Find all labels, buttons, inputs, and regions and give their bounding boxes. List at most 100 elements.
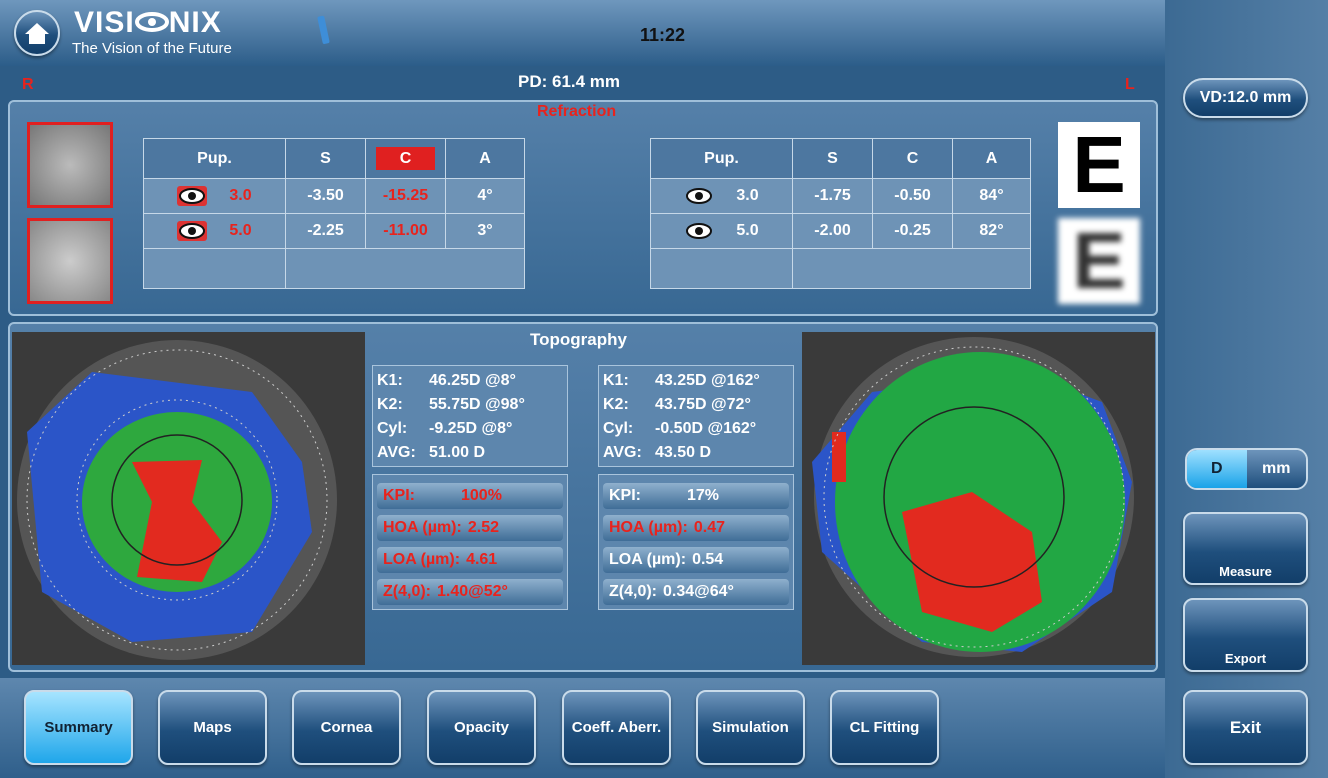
empty-row xyxy=(650,248,1031,289)
keratometry-line: Cyl: -9.25D @8° xyxy=(377,417,563,441)
refraction-value: 3° xyxy=(477,222,493,239)
index-line: LOA (µm): 4.61 xyxy=(377,547,563,573)
right-eye-label: R xyxy=(22,76,34,93)
retro-image xyxy=(27,218,113,304)
refraction-row: 3.0 -3.50 -15.25 4° xyxy=(143,178,525,214)
unit-option[interactable]: D xyxy=(1187,450,1247,488)
column-header: C xyxy=(872,138,953,179)
index-value: 2.52 xyxy=(467,519,499,536)
refraction-cell: -15.25 xyxy=(365,178,446,214)
home-button[interactable] xyxy=(14,10,60,56)
index-line: KPI: 17% xyxy=(603,483,789,509)
index-value: 1.40@52° xyxy=(437,583,508,600)
keratometry-value: 51.00 D xyxy=(429,444,486,461)
keratometry-value: -9.25D @8° xyxy=(429,420,513,437)
keratometry-value: 43.75D @72° xyxy=(655,396,751,413)
index-label: Z(4,0): xyxy=(383,583,431,600)
header-row: Pup. S C A xyxy=(143,138,525,179)
unit-option[interactable]: mm xyxy=(1246,450,1306,488)
keratometry-label: K2: xyxy=(377,396,403,413)
header-text: S xyxy=(320,149,331,167)
header-text: Pup. xyxy=(704,149,739,167)
tab-button[interactable]: Coeff. Aberr. xyxy=(562,690,671,765)
tab-button[interactable]: Maps xyxy=(158,690,267,765)
refraction-cell: 4° xyxy=(445,178,525,214)
export-button[interactable]: Export xyxy=(1183,598,1308,672)
refraction-cell: 82° xyxy=(952,213,1031,249)
eye-icon xyxy=(177,186,208,206)
index-line: HOA (µm): 0.47 xyxy=(603,515,789,541)
brand-symbol xyxy=(134,12,169,32)
keratometry-value: 46.25D @8° xyxy=(429,372,516,389)
right-topography-map xyxy=(12,332,365,665)
optotype: E xyxy=(1058,218,1140,304)
empty-row xyxy=(143,248,525,289)
keratometry-value: 43.25D @162° xyxy=(655,372,760,389)
keratometry-label: AVG: xyxy=(603,444,642,461)
header-text: C xyxy=(375,146,436,170)
refraction-cell: -3.50 xyxy=(285,178,366,214)
indices-box: KPI: 100% HOA (µm): 2.52 LOA (µm): 4.61 Z(4,0)… xyxy=(372,474,568,610)
tab-button[interactable]: Simulation xyxy=(696,690,805,765)
brand-text: NIX xyxy=(168,6,222,39)
tab-button[interactable]: Cornea xyxy=(292,690,401,765)
keratometry-line: K1: 46.25D @8° xyxy=(377,369,563,393)
refraction-row: 5.0 -2.00 -0.25 82° xyxy=(650,213,1031,249)
index-value: 0.34@64° xyxy=(663,583,734,600)
eye-glyph xyxy=(179,223,206,239)
keratometry-line: AVG: 43.50 D xyxy=(603,441,789,465)
keratometry-value: -0.50D @162° xyxy=(655,420,757,437)
refraction-value: -2.00 xyxy=(814,222,851,239)
refraction-value: -3.50 xyxy=(307,187,344,204)
topography-title: Topography xyxy=(530,330,627,349)
column-header: A xyxy=(952,138,1031,179)
refraction-value: -0.50 xyxy=(894,187,931,204)
index-label: HOA (µm): xyxy=(609,519,688,536)
index-line: HOA (µm): 2.52 xyxy=(377,515,563,541)
eye-icon xyxy=(177,221,208,241)
refraction-cell: 5.0 xyxy=(143,213,286,249)
indices-box: KPI: 17% HOA (µm): 0.47 LOA (µm): 0.54 Z(4,0):… xyxy=(598,474,794,610)
refraction-value: 3.0 xyxy=(736,187,759,205)
left-topography-map xyxy=(802,332,1155,665)
optotype: E xyxy=(1058,122,1140,208)
tagline: The Vision of the Future xyxy=(72,40,232,57)
refraction-cell: 3.0 xyxy=(143,178,286,214)
eye-icon xyxy=(684,221,714,241)
index-value: 17% xyxy=(687,487,720,504)
refraction-cell: 3.0 xyxy=(650,178,793,214)
home-icon xyxy=(25,23,49,44)
refraction-cell: -0.25 xyxy=(872,213,953,249)
refraction-value: -0.25 xyxy=(894,222,931,239)
tab-button[interactable]: Opacity xyxy=(427,690,536,765)
index-label: Z(4,0): xyxy=(609,583,657,600)
vd-button[interactable]: VD:12.0 mm xyxy=(1183,78,1308,118)
refraction-row: 3.0 -1.75 -0.50 84° xyxy=(650,178,1031,214)
index-value: 0.54 xyxy=(692,551,724,568)
header-text: Pup. xyxy=(197,149,232,167)
pen-icon[interactable] xyxy=(315,14,331,52)
measure-button[interactable]: Measure xyxy=(1183,512,1308,585)
refraction-value: -2.25 xyxy=(307,222,344,239)
index-label: KPI: xyxy=(609,487,641,504)
index-line: Z(4,0): 0.34@64° xyxy=(603,579,789,605)
refraction-row: 5.0 -2.25 -11.00 3° xyxy=(143,213,525,249)
index-label: KPI: xyxy=(383,487,415,504)
refraction-cell: -2.00 xyxy=(792,213,873,249)
empty-cell xyxy=(285,248,525,289)
column-header: C xyxy=(365,138,446,179)
keratometry-label: K1: xyxy=(377,372,403,389)
exit-button[interactable]: Exit xyxy=(1183,690,1308,765)
keratometry-label: Cyl: xyxy=(377,420,408,437)
tab-button[interactable]: Summary xyxy=(24,690,133,765)
index-value: 100% xyxy=(461,487,502,504)
retro-image xyxy=(27,122,113,208)
column-header: Pup. xyxy=(143,138,286,179)
index-line: Z(4,0): 1.40@52° xyxy=(377,579,563,605)
refraction-cell: -11.00 xyxy=(365,213,446,249)
keratometry-line: K1: 43.25D @162° xyxy=(603,369,789,393)
keratometry-value: 55.75D @98° xyxy=(429,396,525,413)
brand: VISI NIX xyxy=(74,6,222,40)
tab-button[interactable]: CL Fitting xyxy=(830,690,939,765)
clock: 11:22 xyxy=(640,25,686,45)
